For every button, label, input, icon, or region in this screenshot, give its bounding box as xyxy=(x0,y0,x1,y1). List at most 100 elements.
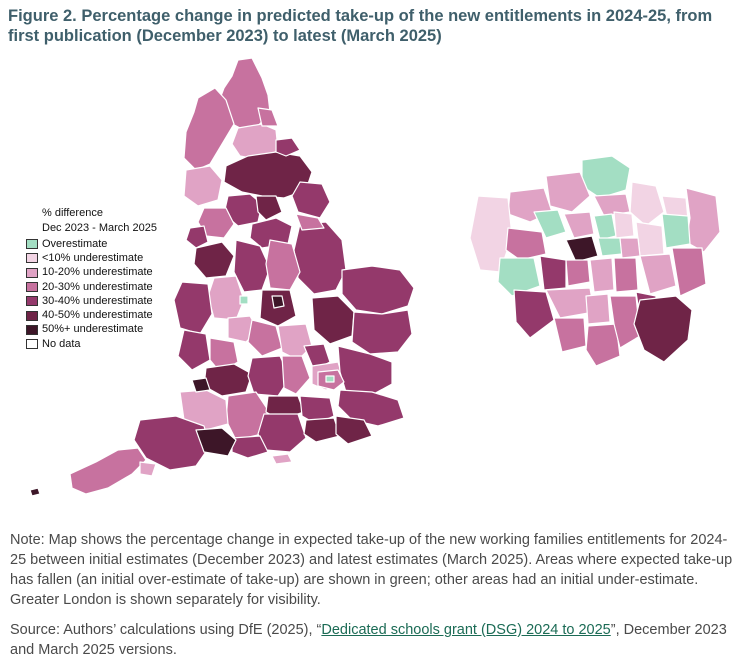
region-northamptonshire xyxy=(277,323,313,361)
region-devon xyxy=(133,415,211,471)
region-east-sussex xyxy=(335,415,373,445)
borough-waltham-forest xyxy=(629,181,665,227)
borough-greenwich xyxy=(639,253,677,295)
region-overestimate-midlands xyxy=(239,295,249,305)
legend-label: 50%+ underestimate xyxy=(42,323,144,336)
borough-southwark xyxy=(613,257,639,293)
borough-kingston xyxy=(553,317,587,353)
region-lancashire xyxy=(183,165,223,207)
legend-swatch xyxy=(26,282,38,293)
region-leicester-city xyxy=(271,295,285,309)
legend-label: <10% underestimate xyxy=(42,251,144,264)
legend-swatch xyxy=(26,239,38,250)
region-plymouth xyxy=(139,461,157,477)
borough-enfield xyxy=(581,155,631,199)
legend-title-line1: % difference xyxy=(42,207,103,219)
region-dorset xyxy=(231,435,269,459)
legend-label: 30-40% underestimate xyxy=(42,294,153,307)
borough-ealing xyxy=(505,227,547,261)
region-tyneside xyxy=(257,107,279,127)
borough-brent xyxy=(533,209,567,239)
legend-swatch xyxy=(26,296,38,307)
region-scilly xyxy=(29,487,41,497)
legend-swatch xyxy=(26,324,38,335)
borough-havering xyxy=(685,187,721,253)
region-teesside xyxy=(275,137,301,157)
figure-title: Figure 2. Percentage change in predicted… xyxy=(8,7,713,45)
region-bristol xyxy=(191,377,211,393)
legend-item: Overestimate xyxy=(26,237,157,251)
region-gloucestershire xyxy=(203,363,253,397)
borough-hammersmith xyxy=(539,255,567,291)
borough-westminster xyxy=(565,235,599,263)
borough-barking xyxy=(661,213,691,249)
source-link[interactable]: Dedicated schools grant (DSG) 2024 to 20… xyxy=(321,622,611,638)
legend-swatch xyxy=(26,310,38,321)
region-herefordshire xyxy=(177,329,211,371)
borough-camden xyxy=(563,211,595,239)
legend-swatch xyxy=(26,267,38,278)
legend-swatch xyxy=(26,339,38,350)
legend-label: 40-50% underestimate xyxy=(42,309,153,322)
region-suffolk xyxy=(351,309,413,355)
legend-items: Overestimate <10% underestimate 10-20% und… xyxy=(26,237,157,351)
region-east-riding xyxy=(291,181,331,219)
region-london-mini-green xyxy=(325,375,335,383)
source-prefix: Source: Authors’ calculations using DfE … xyxy=(10,622,322,638)
region-cumbria xyxy=(183,87,235,171)
legend-title-line2: Dec 2023 - March 2025 xyxy=(42,222,157,234)
borough-bromley xyxy=(633,295,693,363)
map-legend: % difference Dec 2023 - March 2025 Overe… xyxy=(26,207,157,351)
region-ne-lincs xyxy=(295,213,325,231)
borough-city xyxy=(597,237,623,257)
region-lincolnshire xyxy=(293,221,347,295)
region-hampshire xyxy=(257,413,307,453)
region-staffordshire xyxy=(207,275,245,321)
borough-richmond xyxy=(513,289,555,339)
borough-lambeth xyxy=(589,257,615,293)
region-exeter xyxy=(195,427,237,457)
legend-item: <10% underestimate xyxy=(26,251,157,265)
legend-item: 40-50% underestimate xyxy=(26,308,157,322)
legend-item: No data xyxy=(26,337,157,351)
borough-merton xyxy=(585,293,611,325)
borough-sutton xyxy=(585,323,621,367)
legend-swatch xyxy=(26,253,38,264)
region-cambridgeshire xyxy=(311,295,355,345)
region-isle-of-wight xyxy=(271,453,293,465)
borough-croydon xyxy=(609,295,641,349)
source-suffix: ”, December 2023 and March 2025 versions… xyxy=(10,622,727,658)
region-leeds xyxy=(255,195,283,221)
legend-label: 10-20% underestimate xyxy=(42,266,153,279)
legend-label: 20-30% underestimate xyxy=(42,280,153,293)
region-bedfordshire xyxy=(303,343,331,371)
region-kent xyxy=(337,389,405,427)
borough-bexley xyxy=(671,247,707,297)
figure-source: Source: Authors’ calculations using DfE … xyxy=(10,620,735,660)
legend-label: Overestimate xyxy=(42,237,108,250)
region-warwickshire xyxy=(247,319,283,357)
region-leicestershire xyxy=(259,289,297,327)
region-shropshire xyxy=(173,281,213,335)
legend-item: 10-20% underestimate xyxy=(26,266,157,280)
region-cornwall xyxy=(69,447,147,495)
region-manchester xyxy=(197,207,235,239)
figure-note: Note: Map shows the percentage change in… xyxy=(10,532,733,608)
region-west-sussex xyxy=(303,417,341,443)
region-norfolk xyxy=(341,265,415,315)
legend-item: 20-30% underestimate xyxy=(26,280,157,294)
borough-kensington xyxy=(565,259,591,287)
borough-newham xyxy=(635,221,665,257)
borough-haringey xyxy=(593,193,631,217)
borough-tower-hamlets xyxy=(619,237,641,259)
legend-item: 30-40% underestimate xyxy=(26,294,157,308)
region-cheshire xyxy=(193,241,235,279)
region-merseyside xyxy=(185,225,209,249)
legend-label: No data xyxy=(42,337,81,350)
legend-item: 50%+ underestimate xyxy=(26,323,157,337)
region-buckinghamshire xyxy=(281,355,311,395)
borough-barnet xyxy=(545,171,591,213)
borough-islington xyxy=(593,213,617,241)
choropleth-map xyxy=(29,57,721,497)
borough-hackney xyxy=(613,211,635,239)
